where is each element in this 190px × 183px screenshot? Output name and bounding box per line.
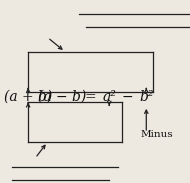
Text: a²: a² [102,90,116,104]
Text: =: = [84,90,96,104]
Text: b²: b² [139,90,154,104]
Text: (a − b): (a − b) [37,90,86,104]
Text: Minus: Minus [141,130,173,139]
Text: (a + b): (a + b) [4,90,52,104]
Text: −: − [121,90,133,104]
